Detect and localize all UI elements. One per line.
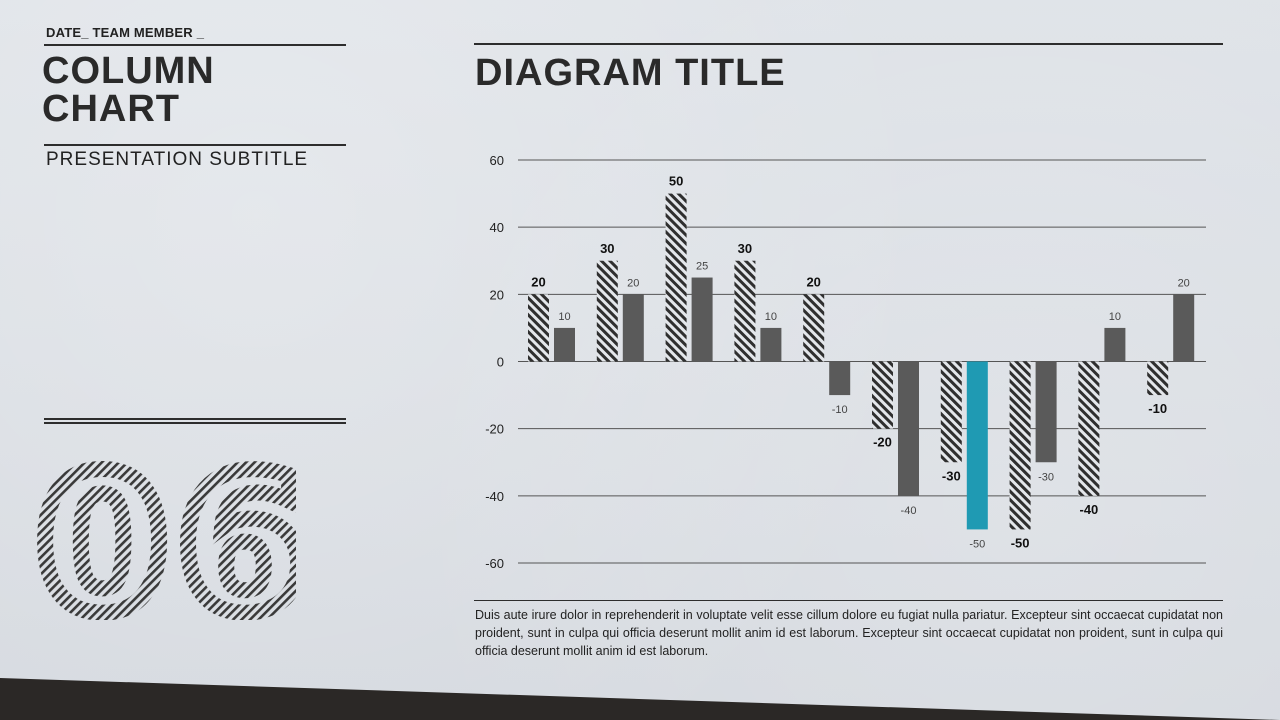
date-team-member: DATE_ TEAM MEMBER _ bbox=[46, 25, 205, 40]
data-label: -10 bbox=[832, 404, 848, 416]
y-tick-label: 40 bbox=[490, 220, 504, 235]
title-line-1: COLUMN bbox=[42, 50, 215, 92]
number-rule-bottom bbox=[44, 422, 346, 424]
y-tick-label: 20 bbox=[490, 287, 504, 302]
solid-bar bbox=[1035, 361, 1057, 463]
y-tick-label: -60 bbox=[485, 556, 504, 571]
number-rule-top bbox=[44, 418, 346, 420]
data-label: 30 bbox=[600, 241, 614, 256]
data-label: 30 bbox=[738, 241, 752, 256]
hatched-bar bbox=[872, 361, 893, 429]
bar-layer bbox=[528, 193, 1195, 530]
chart-bottom-rule bbox=[474, 600, 1223, 601]
data-label: -40 bbox=[901, 505, 917, 517]
data-label: -50 bbox=[1011, 535, 1030, 550]
data-label: 10 bbox=[558, 311, 570, 323]
solid-bar bbox=[760, 327, 782, 362]
solid-bar bbox=[966, 361, 988, 530]
solid-bar bbox=[898, 361, 919, 496]
hatched-bar bbox=[940, 361, 962, 463]
data-label: 10 bbox=[765, 311, 777, 323]
slide-number: 06 bbox=[36, 450, 296, 620]
hatched-bar bbox=[1009, 361, 1031, 530]
y-tick-label: -20 bbox=[485, 422, 504, 437]
data-label: 20 bbox=[531, 274, 545, 289]
label-layer: 20 10 30 20 50 25 30 10 20 -10 -20 -40 -30 -50 -50 -30 -… bbox=[531, 174, 1190, 551]
data-label: 20 bbox=[627, 277, 639, 289]
hatched-bar bbox=[803, 294, 825, 362]
data-label: 20 bbox=[806, 274, 820, 289]
presentation-subtitle: PRESENTATION SUBTITLE bbox=[46, 149, 309, 170]
y-tick-label: 60 bbox=[490, 153, 504, 168]
data-label: -30 bbox=[942, 468, 961, 483]
hatched-bar bbox=[1147, 361, 1169, 396]
data-label: -30 bbox=[1038, 471, 1054, 483]
hatched-bar bbox=[1078, 361, 1100, 496]
hatched-bar bbox=[665, 193, 687, 362]
data-label: -20 bbox=[873, 435, 892, 450]
floor-band bbox=[0, 678, 1280, 720]
diagram-title: DIAGRAM TITLE bbox=[475, 52, 786, 94]
hatched-bar bbox=[734, 260, 756, 362]
data-label: -50 bbox=[969, 538, 985, 550]
top-left-rule bbox=[44, 44, 346, 46]
slide-title: COLUMN CHART bbox=[42, 52, 342, 128]
column-chart: 60 40 20 0 -20 -40 -60 20 10 30 20 50 25 30 10 20 -10 -2… bbox=[485, 153, 1206, 571]
data-label: 25 bbox=[696, 261, 708, 273]
slide-number-text: 06 bbox=[36, 450, 296, 620]
solid-bar bbox=[554, 327, 575, 362]
data-label: -10 bbox=[1148, 401, 1167, 416]
solid-bar bbox=[691, 277, 713, 362]
solid-bar bbox=[1173, 294, 1195, 362]
y-tick-label: -40 bbox=[485, 489, 504, 504]
body-paragraph: Duis aute irure dolor in reprehenderit i… bbox=[475, 608, 1223, 658]
data-label: 20 bbox=[1178, 277, 1190, 289]
hatched-bar bbox=[596, 260, 618, 362]
floor-shape bbox=[0, 678, 1280, 720]
diagram-top-rule bbox=[474, 43, 1223, 45]
data-label: -40 bbox=[1080, 502, 1099, 517]
y-tick-label: 0 bbox=[497, 355, 504, 370]
hatched-bar bbox=[528, 294, 549, 362]
solid-bar bbox=[829, 361, 851, 396]
title-line-2: CHART bbox=[42, 88, 180, 130]
solid-bar bbox=[622, 294, 644, 362]
data-label: 50 bbox=[669, 174, 683, 189]
solid-bar bbox=[1104, 327, 1126, 362]
data-label: 10 bbox=[1109, 311, 1121, 323]
title-bottom-rule bbox=[44, 144, 346, 146]
